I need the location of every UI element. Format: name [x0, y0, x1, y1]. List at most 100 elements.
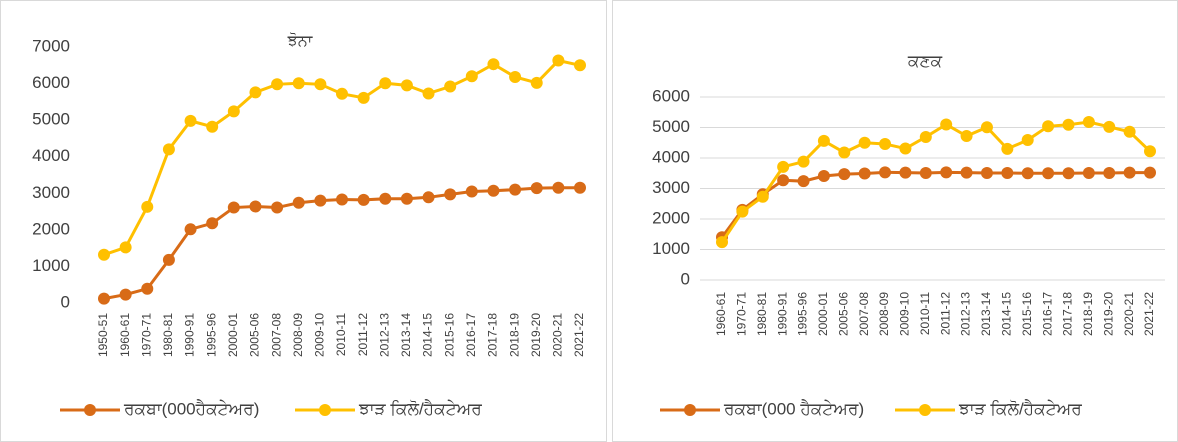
point — [400, 192, 413, 205]
x-tick-label: 2009-10 — [313, 313, 327, 357]
point — [756, 190, 769, 203]
point — [141, 200, 154, 213]
point — [838, 168, 851, 181]
point — [1042, 120, 1055, 133]
legend-label: ਰਕਬਾ(000ਹੈਕਟੇਅਰ) — [123, 399, 259, 418]
point — [552, 181, 565, 194]
point — [465, 70, 478, 83]
point — [960, 166, 973, 179]
x-tick-label: 2015-16 — [442, 313, 456, 357]
legend-marker — [84, 404, 96, 416]
x-tick-label: 1960-61 — [714, 292, 728, 336]
x-tick-label: 2011-12 — [938, 292, 952, 335]
point — [1144, 145, 1156, 158]
x-tick-label: 2000-01 — [816, 292, 830, 336]
point — [357, 193, 370, 206]
x-tick-label: 2014-15 — [1000, 292, 1014, 336]
point — [716, 236, 728, 249]
y-tick-label: 1000 — [32, 256, 70, 275]
point — [141, 282, 154, 295]
y-tick-label: 4000 — [32, 146, 70, 165]
point — [444, 188, 457, 201]
point — [1123, 166, 1136, 179]
point — [184, 223, 197, 236]
y-tick-label: 0 — [681, 269, 690, 288]
point — [919, 130, 932, 143]
x-tick-label: 2007-08 — [857, 292, 871, 336]
point — [858, 136, 871, 149]
y-tick-label: 3000 — [32, 183, 70, 202]
point — [465, 185, 478, 198]
x-tick-label: 1980-81 — [161, 313, 175, 357]
point — [400, 79, 413, 92]
point — [379, 77, 392, 90]
x-tick-label: 2011-12 — [356, 313, 370, 356]
point — [1062, 167, 1075, 180]
point — [249, 86, 262, 99]
point — [314, 194, 327, 207]
x-tick-label: 2017-18 — [1061, 292, 1075, 336]
x-tick-label: 2012-13 — [377, 313, 391, 357]
series-line — [720, 170, 1150, 239]
x-tick-label: 1995-96 — [204, 313, 218, 357]
point — [487, 184, 500, 197]
x-tick-label: 1990-91 — [775, 292, 789, 336]
x-tick-label: 2020-21 — [1122, 292, 1136, 336]
x-tick-label: 2007-08 — [269, 313, 283, 357]
x-tick-label: 2005-06 — [248, 313, 262, 357]
point — [206, 217, 219, 230]
point — [1103, 166, 1116, 179]
point — [292, 196, 305, 209]
point — [227, 105, 240, 118]
x-tick-label: 2008-09 — [877, 292, 891, 336]
point — [1144, 166, 1156, 179]
y-tick-label: 6000 — [652, 86, 690, 105]
point — [777, 160, 790, 173]
point — [1042, 167, 1055, 180]
point — [736, 205, 749, 218]
x-tick-label: 2010-11 — [334, 313, 348, 356]
x-tick-label: 2013-14 — [399, 313, 413, 357]
y-tick-label: 3000 — [652, 178, 690, 197]
point — [1082, 116, 1095, 129]
legend-marker — [319, 404, 331, 416]
point — [357, 91, 370, 104]
point — [98, 248, 110, 261]
point — [487, 58, 500, 71]
x-tick-label: 2021-22 — [1142, 292, 1156, 336]
chart-title: ਕਣਕ — [907, 51, 943, 70]
y-tick-label: 2000 — [32, 219, 70, 238]
point — [777, 174, 790, 187]
point — [119, 288, 132, 301]
point — [206, 120, 219, 133]
point — [530, 76, 543, 89]
x-tick-label: 1980-81 — [755, 292, 769, 336]
point — [509, 70, 522, 83]
x-tick-label: 1960-61 — [118, 313, 132, 357]
point — [899, 166, 912, 179]
point — [960, 130, 973, 143]
legend-label: ਝਾੜ ਕਿਲੋ/ਹੈਕਟੇਅਰ — [958, 399, 1082, 418]
series-line — [720, 120, 1152, 244]
x-tick-label: 2018-19 — [507, 313, 521, 357]
point — [227, 201, 240, 214]
point — [1103, 120, 1116, 133]
y-tick-label: 5000 — [652, 117, 690, 136]
x-tick-label: 1950-51 — [96, 313, 110, 357]
point — [879, 137, 892, 150]
legend-marker — [919, 404, 931, 416]
point — [292, 77, 305, 90]
point — [1001, 166, 1014, 179]
point — [1082, 166, 1095, 179]
y-tick-label: 0 — [61, 292, 70, 311]
point — [1123, 125, 1136, 138]
point — [858, 167, 871, 180]
point — [249, 200, 262, 213]
x-tick-label: 2019-20 — [529, 313, 543, 357]
y-tick-label: 6000 — [32, 73, 70, 92]
point — [98, 292, 110, 305]
legend-label: ਝਾੜ ਕਿਲੋ/ਹੈਕਟੇਅਰ — [358, 399, 482, 418]
legend-marker — [684, 404, 696, 416]
point — [530, 182, 543, 195]
